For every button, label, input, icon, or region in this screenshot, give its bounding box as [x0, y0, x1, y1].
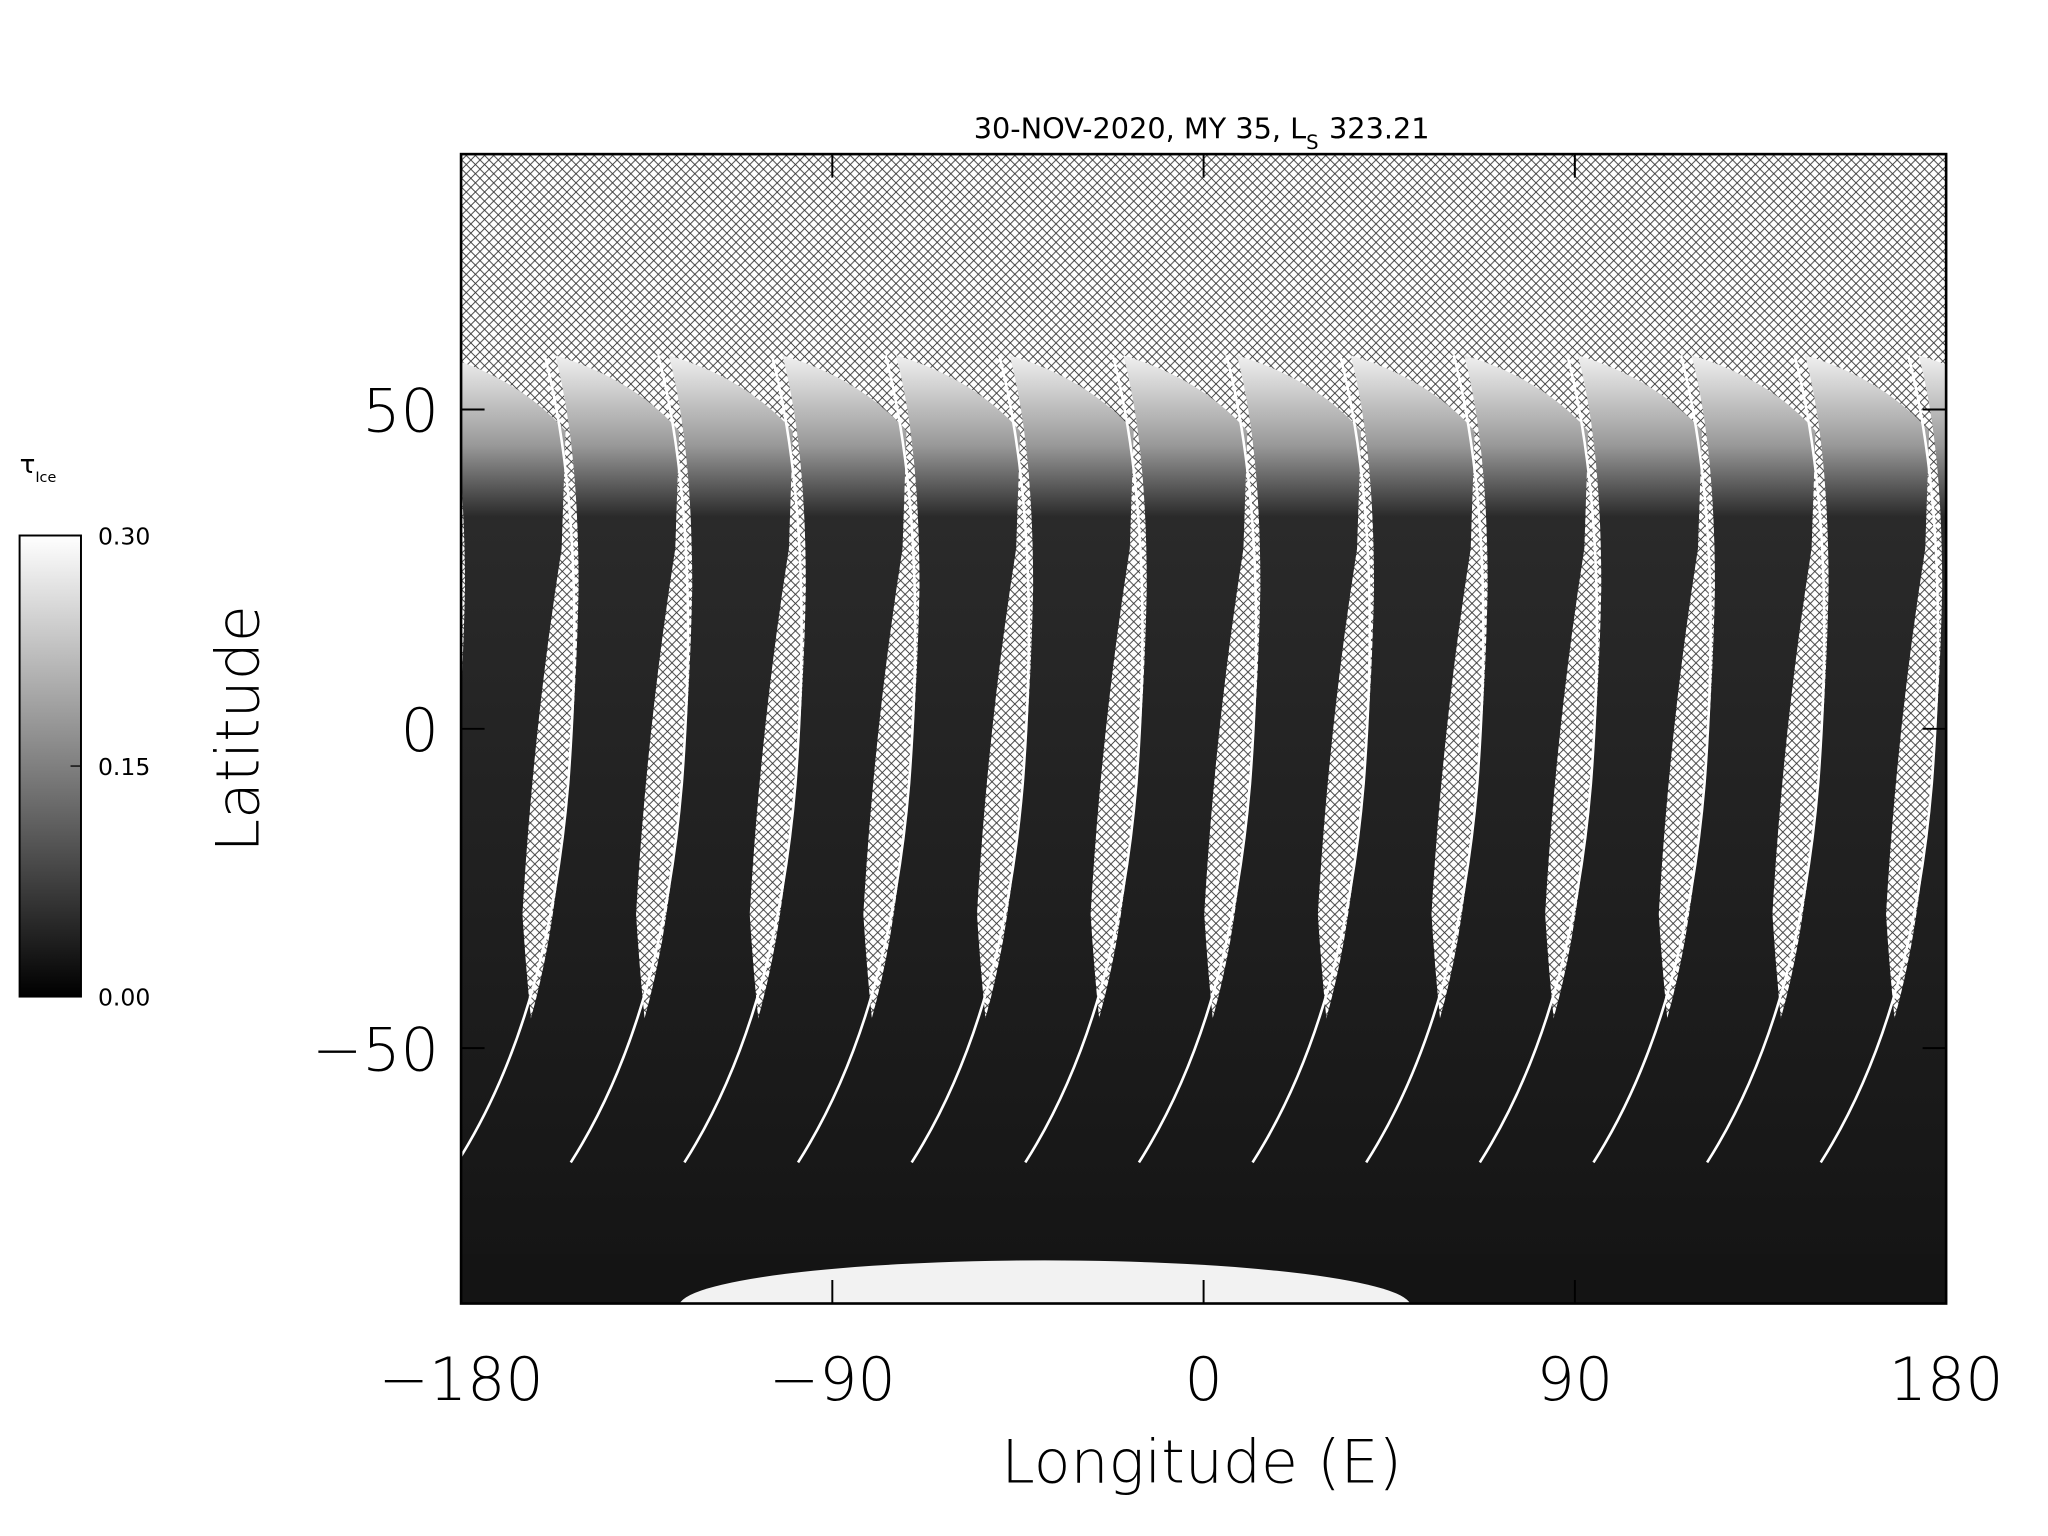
- x-tick-label: 180: [1889, 1345, 2004, 1415]
- swath-edge: [1819, 354, 1940, 1164]
- swath-edge: [1478, 354, 1599, 1164]
- y-axis-label: Latitude: [204, 605, 274, 852]
- swath: [1492, 355, 1702, 1254]
- y-tick-label: 50: [362, 377, 438, 447]
- swath: [1720, 355, 1930, 1254]
- swath-edge: [461, 354, 576, 1159]
- colorbar-tick-label: 0.15: [98, 753, 150, 781]
- colorbar-tick-label: 0.00: [98, 984, 150, 1012]
- swath: [1152, 355, 1361, 1254]
- swath: [461, 361, 566, 1254]
- swath: [811, 355, 1021, 1254]
- colorbar-label: τIce: [20, 450, 57, 486]
- x-axis-label: Longitude (E): [1001, 1427, 1402, 1497]
- x-tick-label: −90: [769, 1345, 896, 1415]
- x-tick-label: −180: [379, 1345, 544, 1415]
- swath-edge: [1705, 354, 1826, 1164]
- swath: [924, 355, 1134, 1254]
- swath-edge: [796, 354, 917, 1164]
- swath: [1833, 355, 1947, 1254]
- swath: [470, 355, 680, 1254]
- swath-edge: [910, 354, 1031, 1164]
- y-tick-label: 0: [401, 696, 439, 766]
- swath-edge: [683, 354, 803, 1164]
- colorbar-tick-label: 0.30: [98, 523, 150, 551]
- swath: [1379, 355, 1589, 1254]
- swath-edge: [569, 354, 690, 1164]
- swath: [1606, 355, 1816, 1254]
- y-tick-label: −50: [312, 1015, 439, 1085]
- chart-title: 30-NOV-2020, MY 35, LS 323.21: [974, 111, 1430, 153]
- swath-edge: [1592, 354, 1712, 1164]
- map-image: [461, 154, 1947, 1304]
- swath: [1038, 355, 1248, 1254]
- x-tick-label: 90: [1537, 1345, 1613, 1415]
- x-tick-label: 0: [1184, 1345, 1222, 1415]
- swath-edge: [1024, 354, 1144, 1164]
- swath-edge: [1365, 354, 1485, 1164]
- swath: [1265, 355, 1475, 1254]
- swath: [583, 355, 793, 1254]
- swath: [697, 355, 907, 1254]
- swath-edge: [1137, 354, 1258, 1164]
- swath-edge: [1251, 354, 1371, 1164]
